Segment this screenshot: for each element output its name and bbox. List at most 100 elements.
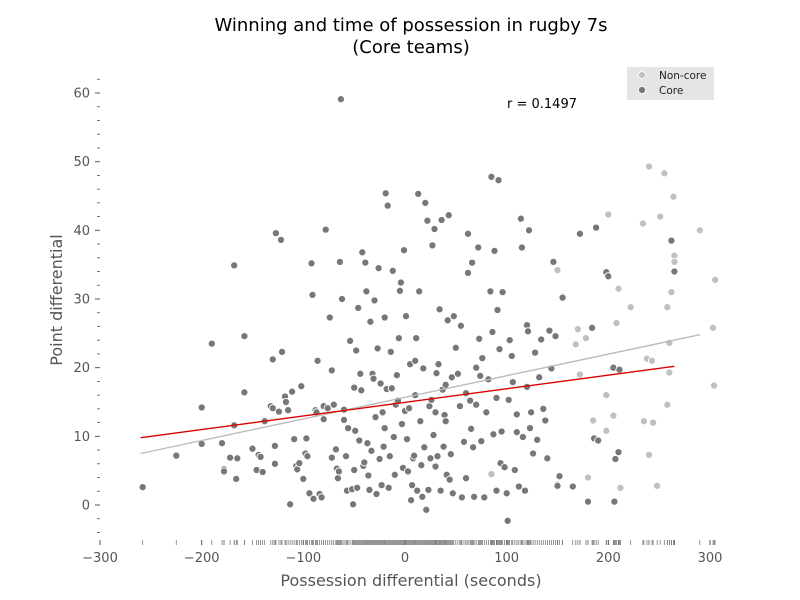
core-point	[475, 334, 484, 343]
core-point	[553, 481, 562, 490]
noncore-point	[581, 334, 591, 343]
core-point	[468, 258, 477, 267]
core-point	[512, 410, 521, 419]
core-point	[319, 415, 328, 424]
core-point	[399, 246, 409, 255]
core-point	[455, 402, 464, 411]
noncore-point	[644, 450, 654, 459]
core-point	[366, 317, 375, 326]
core-point	[426, 454, 435, 463]
x-rug-marks	[142, 540, 716, 545]
core-point	[537, 335, 546, 344]
core-point	[463, 268, 473, 277]
core-point	[411, 356, 420, 365]
core-point	[611, 454, 620, 464]
core-point	[427, 395, 436, 404]
core-point	[297, 382, 306, 391]
core-point	[529, 449, 538, 458]
core-point	[451, 343, 460, 352]
noncore-point	[649, 418, 658, 427]
core-point	[378, 408, 387, 417]
core-point	[270, 459, 279, 468]
noncore-point	[571, 340, 580, 349]
legend-label-core: Core	[659, 85, 683, 97]
core-point	[541, 416, 550, 425]
core-point	[430, 224, 439, 234]
core-point	[497, 427, 506, 436]
core-point	[288, 387, 297, 396]
core-point	[305, 489, 314, 498]
core-point	[219, 467, 229, 476]
core-point	[335, 257, 344, 266]
core-point	[331, 445, 340, 454]
core-point	[568, 482, 577, 491]
core-point	[449, 312, 458, 321]
core-point	[439, 442, 448, 451]
core-point	[476, 371, 485, 380]
core-point	[389, 432, 398, 442]
noncore-point	[669, 192, 678, 201]
y-tick-label: 60	[73, 87, 90, 102]
y-axis: 0 10 20 30 40 50 60	[73, 78, 100, 533]
core-point	[367, 446, 376, 455]
x-tick-label: −100	[285, 551, 321, 566]
core-point	[448, 489, 457, 498]
core-point	[392, 371, 401, 380]
core-point	[415, 287, 424, 296]
core-point	[502, 489, 511, 498]
noncore-point	[604, 210, 613, 219]
core-point	[240, 332, 249, 341]
core-point	[461, 474, 471, 483]
core-point	[615, 365, 624, 374]
core-point	[274, 407, 283, 416]
core-point	[207, 339, 216, 348]
core-point	[403, 467, 413, 476]
core-point	[380, 424, 389, 433]
core-point	[594, 436, 603, 445]
x-tick-label: 200	[596, 551, 621, 566]
core-point	[327, 453, 336, 462]
core-point	[351, 426, 360, 435]
core-point	[233, 454, 242, 463]
core-point	[396, 278, 405, 287]
core-point	[307, 259, 316, 268]
x-tick-label: −300	[82, 551, 118, 566]
core-point	[463, 229, 473, 238]
core-point	[350, 383, 359, 392]
core-point	[271, 229, 280, 238]
core-point	[344, 424, 353, 433]
y-tick-label: 0	[82, 499, 90, 514]
core-point	[385, 452, 394, 461]
core-point	[441, 380, 450, 389]
core-point	[486, 287, 495, 296]
core-point	[429, 430, 438, 440]
core-point	[349, 500, 358, 509]
core-point	[558, 293, 567, 302]
core-point	[525, 424, 535, 433]
core-point	[535, 373, 544, 382]
core-point	[421, 198, 430, 207]
noncore-point	[638, 219, 647, 228]
core-point	[387, 384, 396, 393]
core-point	[268, 404, 277, 413]
core-point	[431, 408, 440, 417]
core-point	[466, 396, 475, 405]
core-point	[217, 439, 227, 448]
core-point	[258, 467, 267, 477]
noncore-point	[663, 400, 672, 409]
core-point	[390, 470, 399, 479]
core-point	[329, 400, 338, 409]
noncore-point	[609, 411, 618, 420]
core-point	[383, 201, 392, 210]
core-point	[478, 354, 487, 363]
core-point	[492, 393, 501, 402]
core-point	[197, 403, 206, 412]
core-point	[277, 347, 287, 356]
core-point	[346, 336, 355, 345]
legend-marker-noncore	[638, 71, 646, 79]
core-point	[410, 451, 419, 460]
noncore-point	[487, 470, 496, 479]
core-point	[531, 348, 540, 357]
core-point	[443, 316, 452, 325]
core-point	[503, 516, 512, 525]
